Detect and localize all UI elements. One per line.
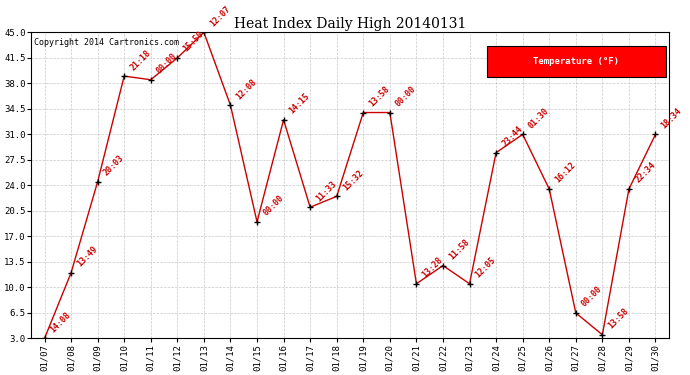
Text: 00:00: 00:00 bbox=[580, 285, 604, 309]
Text: 11:33: 11:33 bbox=[315, 179, 338, 203]
Text: 00:00: 00:00 bbox=[394, 84, 418, 108]
Text: 00:00: 00:00 bbox=[262, 194, 285, 217]
Text: 12:07: 12:07 bbox=[208, 4, 232, 28]
FancyBboxPatch shape bbox=[487, 46, 666, 77]
Text: 14:08: 14:08 bbox=[49, 310, 72, 334]
Text: 13:49: 13:49 bbox=[75, 244, 99, 268]
Title: Heat Index Daily High 20140131: Heat Index Daily High 20140131 bbox=[234, 17, 466, 31]
Text: 15:32: 15:32 bbox=[341, 168, 365, 192]
Text: 22:34: 22:34 bbox=[633, 161, 657, 185]
Text: 13:28: 13:28 bbox=[421, 255, 444, 280]
Text: 11:58: 11:58 bbox=[447, 237, 471, 261]
Text: 12:05: 12:05 bbox=[474, 255, 497, 280]
Text: 12:08: 12:08 bbox=[235, 77, 259, 101]
Text: Copyright 2014 Cartronics.com: Copyright 2014 Cartronics.com bbox=[34, 39, 179, 48]
Text: 18:34: 18:34 bbox=[660, 106, 684, 130]
Text: 01:30: 01:30 bbox=[527, 106, 551, 130]
Text: 14:15: 14:15 bbox=[288, 92, 312, 116]
Text: Temperature (°F): Temperature (°F) bbox=[533, 57, 620, 66]
Text: 23:44: 23:44 bbox=[500, 124, 524, 148]
Text: 16:12: 16:12 bbox=[553, 161, 578, 185]
Text: 21:18: 21:18 bbox=[128, 48, 152, 72]
Text: 20:03: 20:03 bbox=[102, 153, 126, 178]
Text: 00:00: 00:00 bbox=[155, 51, 179, 76]
Text: 15:50: 15:50 bbox=[181, 30, 206, 54]
Text: 13:58: 13:58 bbox=[607, 306, 631, 331]
Text: 13:58: 13:58 bbox=[368, 84, 391, 108]
